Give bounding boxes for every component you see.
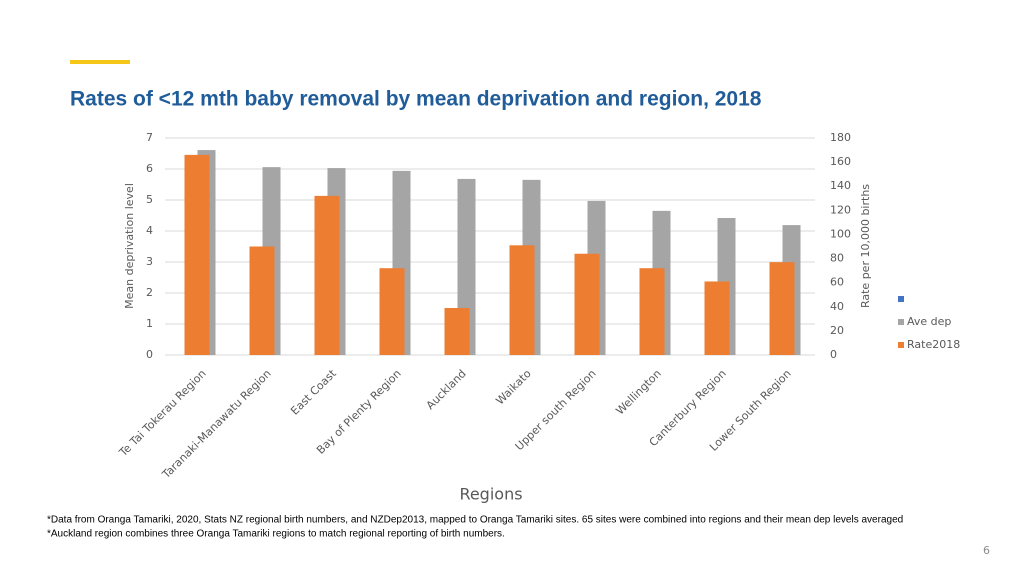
x-tick-label: Wellington [613,367,663,417]
bar [184,154,210,355]
legend-label: Ave dep [907,315,951,328]
footnote: *Data from Oranga Tamariki, 2020, Stats … [47,515,903,526]
bar [769,262,795,355]
x-tick-label: Taranaki-Manawatu Region [159,367,274,482]
y-tick-label: 7 [146,131,153,144]
legend-label: Rate2018 [907,338,960,351]
y-tick-label: 4 [146,224,153,237]
y-tick-label: 3 [146,255,153,268]
y2-tick-label: 160 [830,155,851,168]
bar [509,245,535,355]
y-axis-label: Mean deprivation level [123,183,136,309]
y-tick-label: 2 [146,286,153,299]
x-tick-label: East Coast [288,367,339,418]
bar [444,307,470,355]
bar [704,281,730,355]
legend-swatch [898,319,904,325]
legend-swatch [898,296,904,302]
footnote: *Auckland region combines three Oranga T… [47,529,505,540]
y2-axis-label: Rate per 10,000 births [859,184,872,308]
y2-tick-label: 60 [830,276,844,289]
y2-tick-label: 140 [830,179,851,192]
y2-tick-label: 180 [830,131,851,144]
y2-tick-label: 40 [830,300,844,313]
y-tick-label: 6 [146,162,153,175]
y2-tick-label: 20 [830,324,844,337]
y-tick-label: 1 [146,317,153,330]
bar [379,268,405,355]
bar [249,246,275,355]
y-tick-label: 0 [146,348,153,361]
x-tick-label: Waikato [493,367,533,407]
bar [574,253,600,355]
y-tick-label: 5 [146,193,153,206]
legend-swatch [898,342,904,348]
page-number: 6 [983,544,990,557]
bar [639,268,665,355]
y2-tick-label: 80 [830,252,844,265]
bar [314,195,340,355]
chart-title: Rates of <12 mth baby removal by mean de… [70,88,762,111]
accent-bar [70,60,130,64]
x-axis-label: Regions [459,485,522,504]
y2-tick-label: 120 [830,203,851,216]
y2-tick-label: 100 [830,227,851,240]
y2-tick-label: 0 [830,348,837,361]
x-tick-label: Auckland [424,367,469,412]
